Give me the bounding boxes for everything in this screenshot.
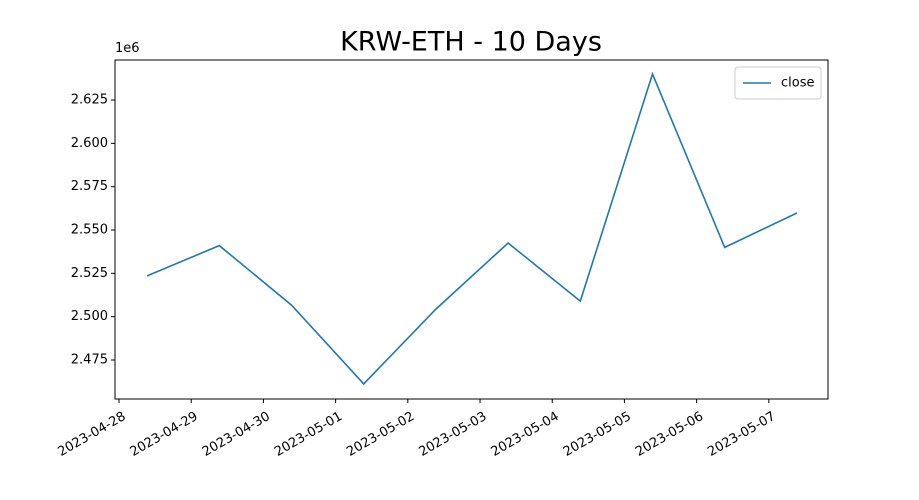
axis-offset: 1e6 bbox=[115, 41, 140, 56]
y-tick-label: 2.550 bbox=[71, 223, 108, 238]
y-tick-label: 2.575 bbox=[71, 179, 108, 194]
y-tick-label: 2.500 bbox=[71, 309, 108, 324]
chart-title: KRW-ETH - 10 Days bbox=[340, 27, 602, 58]
y-tick-label: 2.625 bbox=[71, 93, 108, 108]
y-tick-label: 2.600 bbox=[71, 136, 108, 151]
y-tick-label: 2.475 bbox=[71, 353, 108, 368]
line-series bbox=[146, 71, 798, 386]
legend-label: close bbox=[781, 76, 814, 91]
plot-frame bbox=[114, 59, 829, 400]
legend-box bbox=[734, 66, 822, 100]
y-tick-label: 2.525 bbox=[71, 266, 108, 281]
